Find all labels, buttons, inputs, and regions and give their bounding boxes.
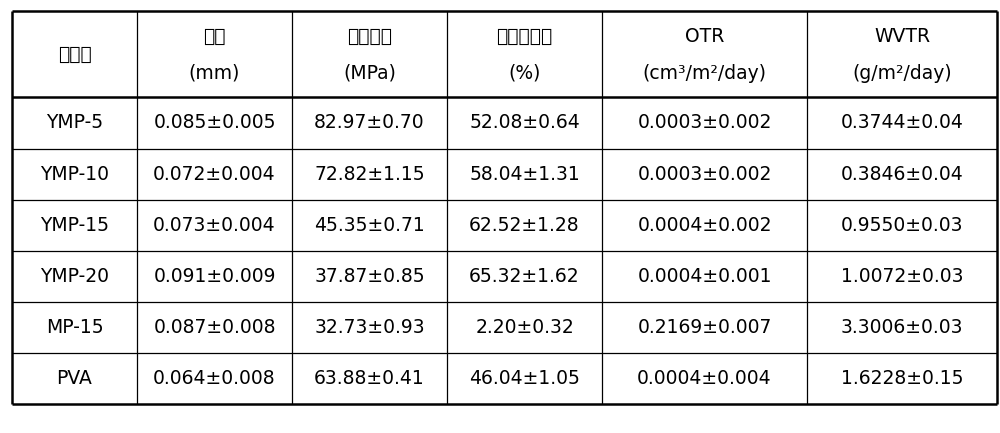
Text: 1.6228±0.15: 1.6228±0.15 bbox=[841, 369, 963, 388]
Text: 2.20±0.32: 2.20±0.32 bbox=[475, 318, 574, 337]
Text: 0.9550±0.03: 0.9550±0.03 bbox=[841, 216, 963, 235]
Text: 45.35±0.71: 45.35±0.71 bbox=[314, 216, 425, 235]
Text: 抗张强度: 抗张强度 bbox=[347, 27, 392, 46]
Text: 0.0004±0.001: 0.0004±0.001 bbox=[637, 267, 772, 286]
Text: 1.0072±0.03: 1.0072±0.03 bbox=[841, 267, 963, 286]
Text: 0.0004±0.004: 0.0004±0.004 bbox=[637, 369, 772, 388]
Text: 0.0004±0.002: 0.0004±0.002 bbox=[637, 216, 772, 235]
Text: 断裂伸长率: 断裂伸长率 bbox=[496, 27, 553, 46]
Text: 0.3744±0.04: 0.3744±0.04 bbox=[841, 113, 963, 132]
Text: MP-15: MP-15 bbox=[46, 318, 103, 337]
Text: (g/m²/day): (g/m²/day) bbox=[852, 64, 952, 83]
Text: WVTR: WVTR bbox=[874, 27, 930, 46]
Text: 0.091±0.009: 0.091±0.009 bbox=[153, 267, 276, 286]
Text: OTR: OTR bbox=[685, 27, 724, 46]
Text: 0.0003±0.002: 0.0003±0.002 bbox=[637, 113, 772, 132]
Text: (MPa): (MPa) bbox=[343, 64, 396, 83]
Text: 37.87±0.85: 37.87±0.85 bbox=[314, 267, 425, 286]
Text: 0.073±0.004: 0.073±0.004 bbox=[153, 216, 276, 235]
Text: 32.73±0.93: 32.73±0.93 bbox=[314, 318, 425, 337]
Text: 46.04±1.05: 46.04±1.05 bbox=[469, 369, 580, 388]
Text: 0.064±0.008: 0.064±0.008 bbox=[153, 369, 276, 388]
Text: 样品膜: 样品膜 bbox=[58, 45, 91, 64]
Text: 72.82±1.15: 72.82±1.15 bbox=[314, 165, 425, 184]
Text: 63.88±0.41: 63.88±0.41 bbox=[314, 369, 425, 388]
Text: 0.085±0.005: 0.085±0.005 bbox=[153, 113, 276, 132]
Text: (%): (%) bbox=[508, 64, 541, 83]
Text: 0.072±0.004: 0.072±0.004 bbox=[153, 165, 276, 184]
Text: 52.08±0.64: 52.08±0.64 bbox=[469, 113, 580, 132]
Text: (mm): (mm) bbox=[189, 64, 240, 83]
Text: 厚度: 厚度 bbox=[203, 27, 226, 46]
Text: YMP-10: YMP-10 bbox=[40, 165, 109, 184]
Text: (cm³/m²/day): (cm³/m²/day) bbox=[643, 64, 767, 83]
Text: 0.087±0.008: 0.087±0.008 bbox=[153, 318, 276, 337]
Text: YMP-15: YMP-15 bbox=[40, 216, 109, 235]
Text: 0.3846±0.04: 0.3846±0.04 bbox=[841, 165, 963, 184]
Text: 82.97±0.70: 82.97±0.70 bbox=[314, 113, 425, 132]
Text: YMP-5: YMP-5 bbox=[46, 113, 103, 132]
Text: PVA: PVA bbox=[57, 369, 92, 388]
Text: 3.3006±0.03: 3.3006±0.03 bbox=[841, 318, 963, 337]
Text: 65.32±1.62: 65.32±1.62 bbox=[469, 267, 580, 286]
Text: 0.2169±0.007: 0.2169±0.007 bbox=[637, 318, 772, 337]
Text: YMP-20: YMP-20 bbox=[40, 267, 109, 286]
Text: 62.52±1.28: 62.52±1.28 bbox=[469, 216, 580, 235]
Text: 0.0003±0.002: 0.0003±0.002 bbox=[637, 165, 772, 184]
Text: 58.04±1.31: 58.04±1.31 bbox=[469, 165, 580, 184]
